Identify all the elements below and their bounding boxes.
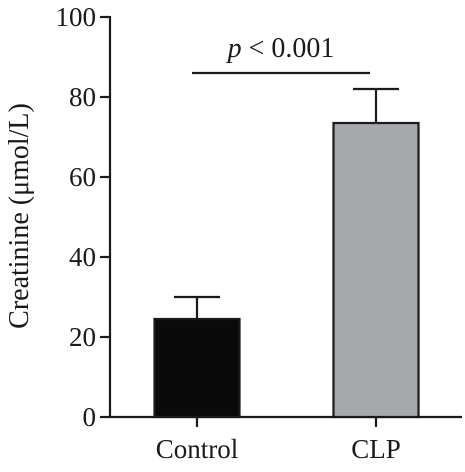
bars xyxy=(153,87,420,419)
bar-control xyxy=(153,317,241,419)
y-tick-label: 60 xyxy=(69,162,96,192)
x-tick-label: Control xyxy=(156,434,239,464)
y-axis-title: Creatinine (μmol/L) xyxy=(4,103,35,329)
y-tick-label: 20 xyxy=(69,322,96,352)
y-tick-label: 0 xyxy=(83,402,97,432)
y-tick-label: 100 xyxy=(56,2,97,32)
y-axis: 0 20 40 60 80 100 xyxy=(56,2,112,432)
y-tick-label: 80 xyxy=(69,82,96,112)
x-axis: Control CLP xyxy=(110,415,462,464)
significance-label: p < 0.001 xyxy=(226,33,335,64)
significance-annotation: p < 0.001 xyxy=(192,33,370,75)
x-tick-label: CLP xyxy=(351,434,401,464)
bar-clp xyxy=(332,121,420,419)
y-tick-label: 40 xyxy=(69,242,96,272)
